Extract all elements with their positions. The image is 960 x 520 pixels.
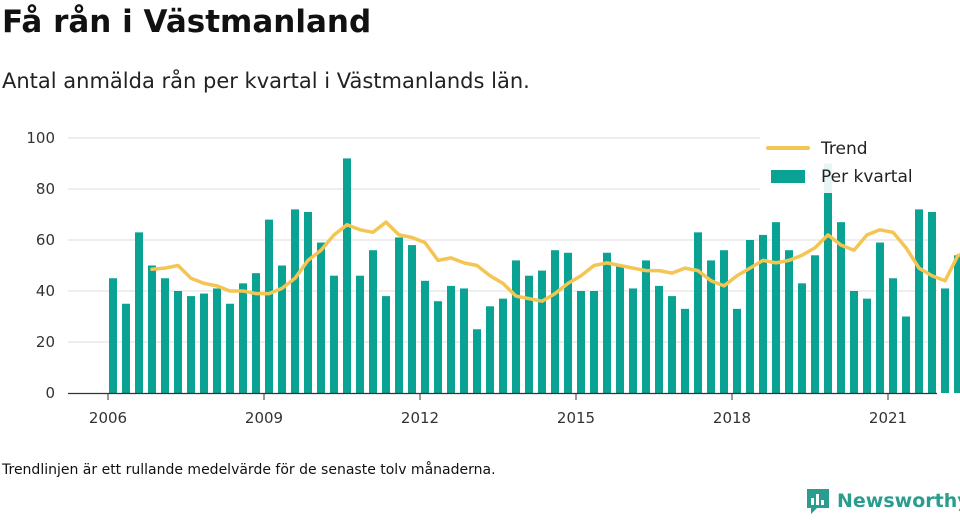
bar [915,209,923,393]
y-tick-label: 40 [36,282,55,300]
chart-area: 0204060801002006200920122015201820212024… [26,129,960,427]
x-tick-label: 2009 [245,409,283,427]
y-tick-label: 60 [36,231,55,249]
axes: 0204060801002006200920122015201820212024 [26,129,937,427]
bar [876,242,884,393]
bar [746,240,754,393]
bar [135,232,143,393]
bar [486,306,494,393]
bar [356,275,364,393]
legend: Trend Per kvartal [760,133,938,193]
bar [265,219,273,393]
bar [512,260,520,393]
bar [109,278,117,393]
bar-series [109,158,960,393]
bar [395,237,403,393]
x-tick-label: 2012 [401,409,439,427]
bar [304,211,312,393]
y-tick-label: 80 [36,180,55,198]
trend-line [150,220,960,303]
bar [954,255,960,393]
legend-label-trend: Trend [820,139,868,159]
trend-series [150,220,960,303]
bar [759,234,767,393]
bar [525,275,533,393]
bar [811,255,819,393]
bar [174,291,182,393]
bar [551,250,559,393]
bar [668,296,676,393]
bar [837,222,845,393]
footnote: Trendlinjen är ett rullande medelvärde f… [2,462,496,478]
y-tick-label: 0 [45,384,55,402]
bar [330,275,338,393]
bar [681,308,689,393]
bar [408,245,416,393]
bar [382,296,390,393]
y-tick-label: 100 [26,129,55,147]
bar [447,285,455,393]
bar [590,291,598,393]
bar [941,288,949,393]
bar [239,283,247,393]
bar [291,209,299,393]
bar [187,296,195,393]
bar [460,288,468,393]
bar [785,250,793,393]
bar [733,308,741,393]
legend-label-bars: Per kvartal [821,167,913,187]
x-tick-label: 2015 [557,409,595,427]
bar [538,270,546,393]
bar [122,303,130,393]
bar [850,291,858,393]
bar [863,298,871,393]
bar [278,265,286,393]
bar [200,293,208,393]
x-tick-label: 2018 [713,409,751,427]
bar [499,298,507,393]
bar [824,163,832,393]
bar [317,242,325,393]
bar [707,260,715,393]
bar [889,278,897,393]
newsworthy-logo-icon [807,489,829,514]
bar [473,329,481,393]
bar [421,280,429,393]
bar [577,291,585,393]
bar [148,265,156,393]
chart-title: Få rån i Västmanland [2,4,372,40]
bar [629,288,637,393]
bar [694,232,702,393]
brand-name: Newsworthy [837,490,960,512]
bar [564,252,572,393]
bar [252,273,260,393]
bar [642,260,650,393]
bar [434,301,442,393]
bar [798,283,806,393]
bar [161,278,169,393]
x-tick-label: 2006 [89,409,127,427]
bar [720,250,728,393]
bar [902,316,910,393]
chart-subtitle: Antal anmälda rån per kvartal i Västmanl… [2,69,530,93]
bar [213,288,221,393]
bar [369,250,377,393]
bar [928,211,936,393]
bar [226,303,234,393]
bar [343,158,351,393]
y-tick-label: 20 [36,333,55,351]
bar [603,252,611,393]
brand-logo[interactable]: Newsworthy [805,487,960,515]
bar [655,285,663,393]
x-tick-label: 2021 [869,409,907,427]
bar [616,265,624,393]
bar [772,222,780,393]
legend-bar-swatch [771,170,805,183]
